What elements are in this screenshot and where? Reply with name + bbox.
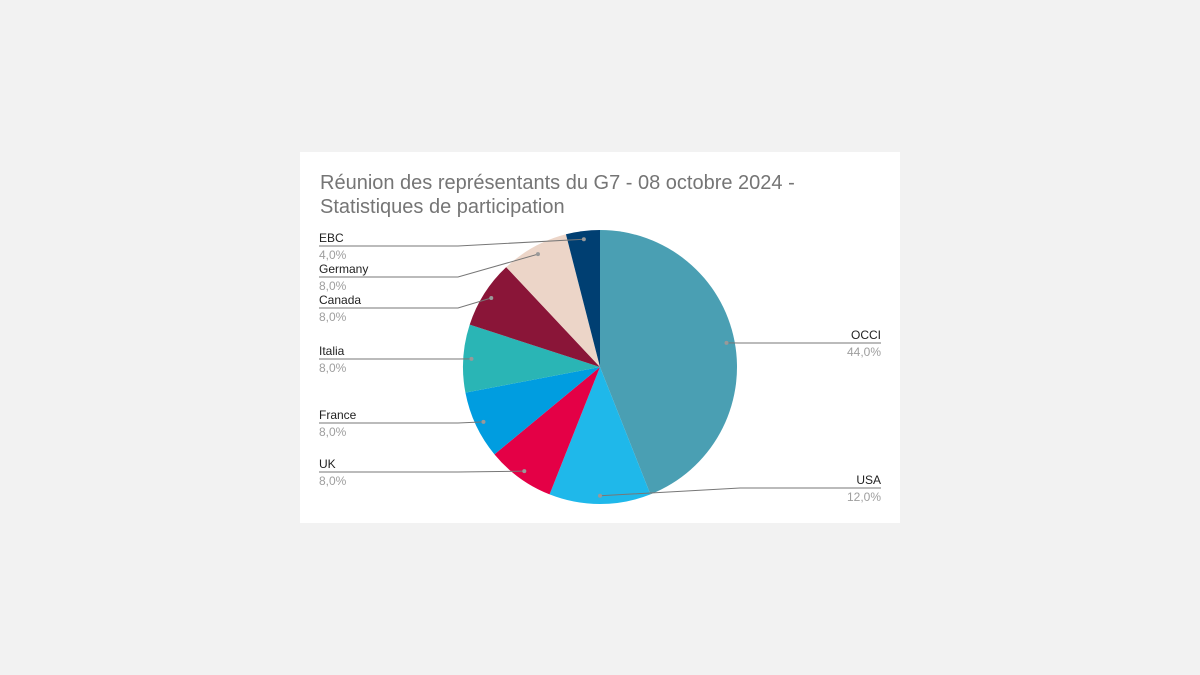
slice-percent-label: 8,0% xyxy=(319,310,347,324)
leader-dot xyxy=(535,252,540,257)
slice-label-germany: Germany 8,0% xyxy=(319,252,540,293)
leader-dot xyxy=(481,419,486,424)
slice-percent-label: 8,0% xyxy=(319,425,347,439)
leader-dot xyxy=(522,469,527,474)
slice-label-usa: USA 12,0% xyxy=(598,473,881,504)
slice-label-italia: Italia 8,0% xyxy=(319,344,474,375)
pie-slice-occi xyxy=(600,230,737,495)
slice-name-label: Germany xyxy=(319,262,368,276)
slice-name-label: USA xyxy=(856,473,881,487)
chart-title-line-2: Statistiques de participation xyxy=(320,196,565,218)
slice-label-uk: UK 8,0% xyxy=(319,457,527,488)
slice-label-france: France 8,0% xyxy=(319,408,486,439)
slice-percent-label: 8,0% xyxy=(319,361,347,375)
slice-label-occi: OCCI 44,0% xyxy=(724,328,881,359)
slice-label-ebc: EBC 4,0% xyxy=(319,231,586,262)
leader-dot xyxy=(724,340,729,345)
slice-percent-label: 44,0% xyxy=(847,345,881,359)
slice-percent-label: 8,0% xyxy=(319,474,347,488)
slice-name-label: France xyxy=(319,408,357,422)
slice-percent-label: 4,0% xyxy=(319,248,347,262)
pie-slice-canada xyxy=(469,267,600,367)
pie-slice-usa xyxy=(549,367,651,504)
pie-slice-germany xyxy=(506,234,600,367)
leader-line xyxy=(319,421,484,424)
leader-line xyxy=(319,470,525,473)
leader-dot xyxy=(581,237,586,242)
leader-line xyxy=(599,487,881,497)
slice-name-label: UK xyxy=(319,457,336,471)
leader-dot xyxy=(598,493,602,498)
slice-label-canada: Canada 8,0% xyxy=(319,293,494,324)
leader-line xyxy=(319,297,492,309)
slice-percent-label: 12,0% xyxy=(847,490,881,504)
chart-title-line-1: Réunion des représentants du G7 - 08 oct… xyxy=(320,172,795,194)
slice-name-label: OCCI xyxy=(851,328,881,342)
slice-percent-label: 8,0% xyxy=(319,279,347,293)
pie-slice-france xyxy=(465,367,600,455)
leader-line xyxy=(319,238,584,247)
chart-title: Réunion des représentants du G7 - 08 oct… xyxy=(320,171,795,219)
leader-dot xyxy=(469,356,474,361)
leader-dot xyxy=(489,295,494,300)
pie-slice-uk xyxy=(494,367,600,495)
slice-name-label: Canada xyxy=(319,293,361,307)
pie-slice-italia xyxy=(462,324,600,393)
leader-line xyxy=(319,253,539,278)
slice-name-label: Italia xyxy=(319,344,345,358)
slice-name-label: EBC xyxy=(319,231,344,245)
pie-slice-ebc xyxy=(565,230,600,367)
